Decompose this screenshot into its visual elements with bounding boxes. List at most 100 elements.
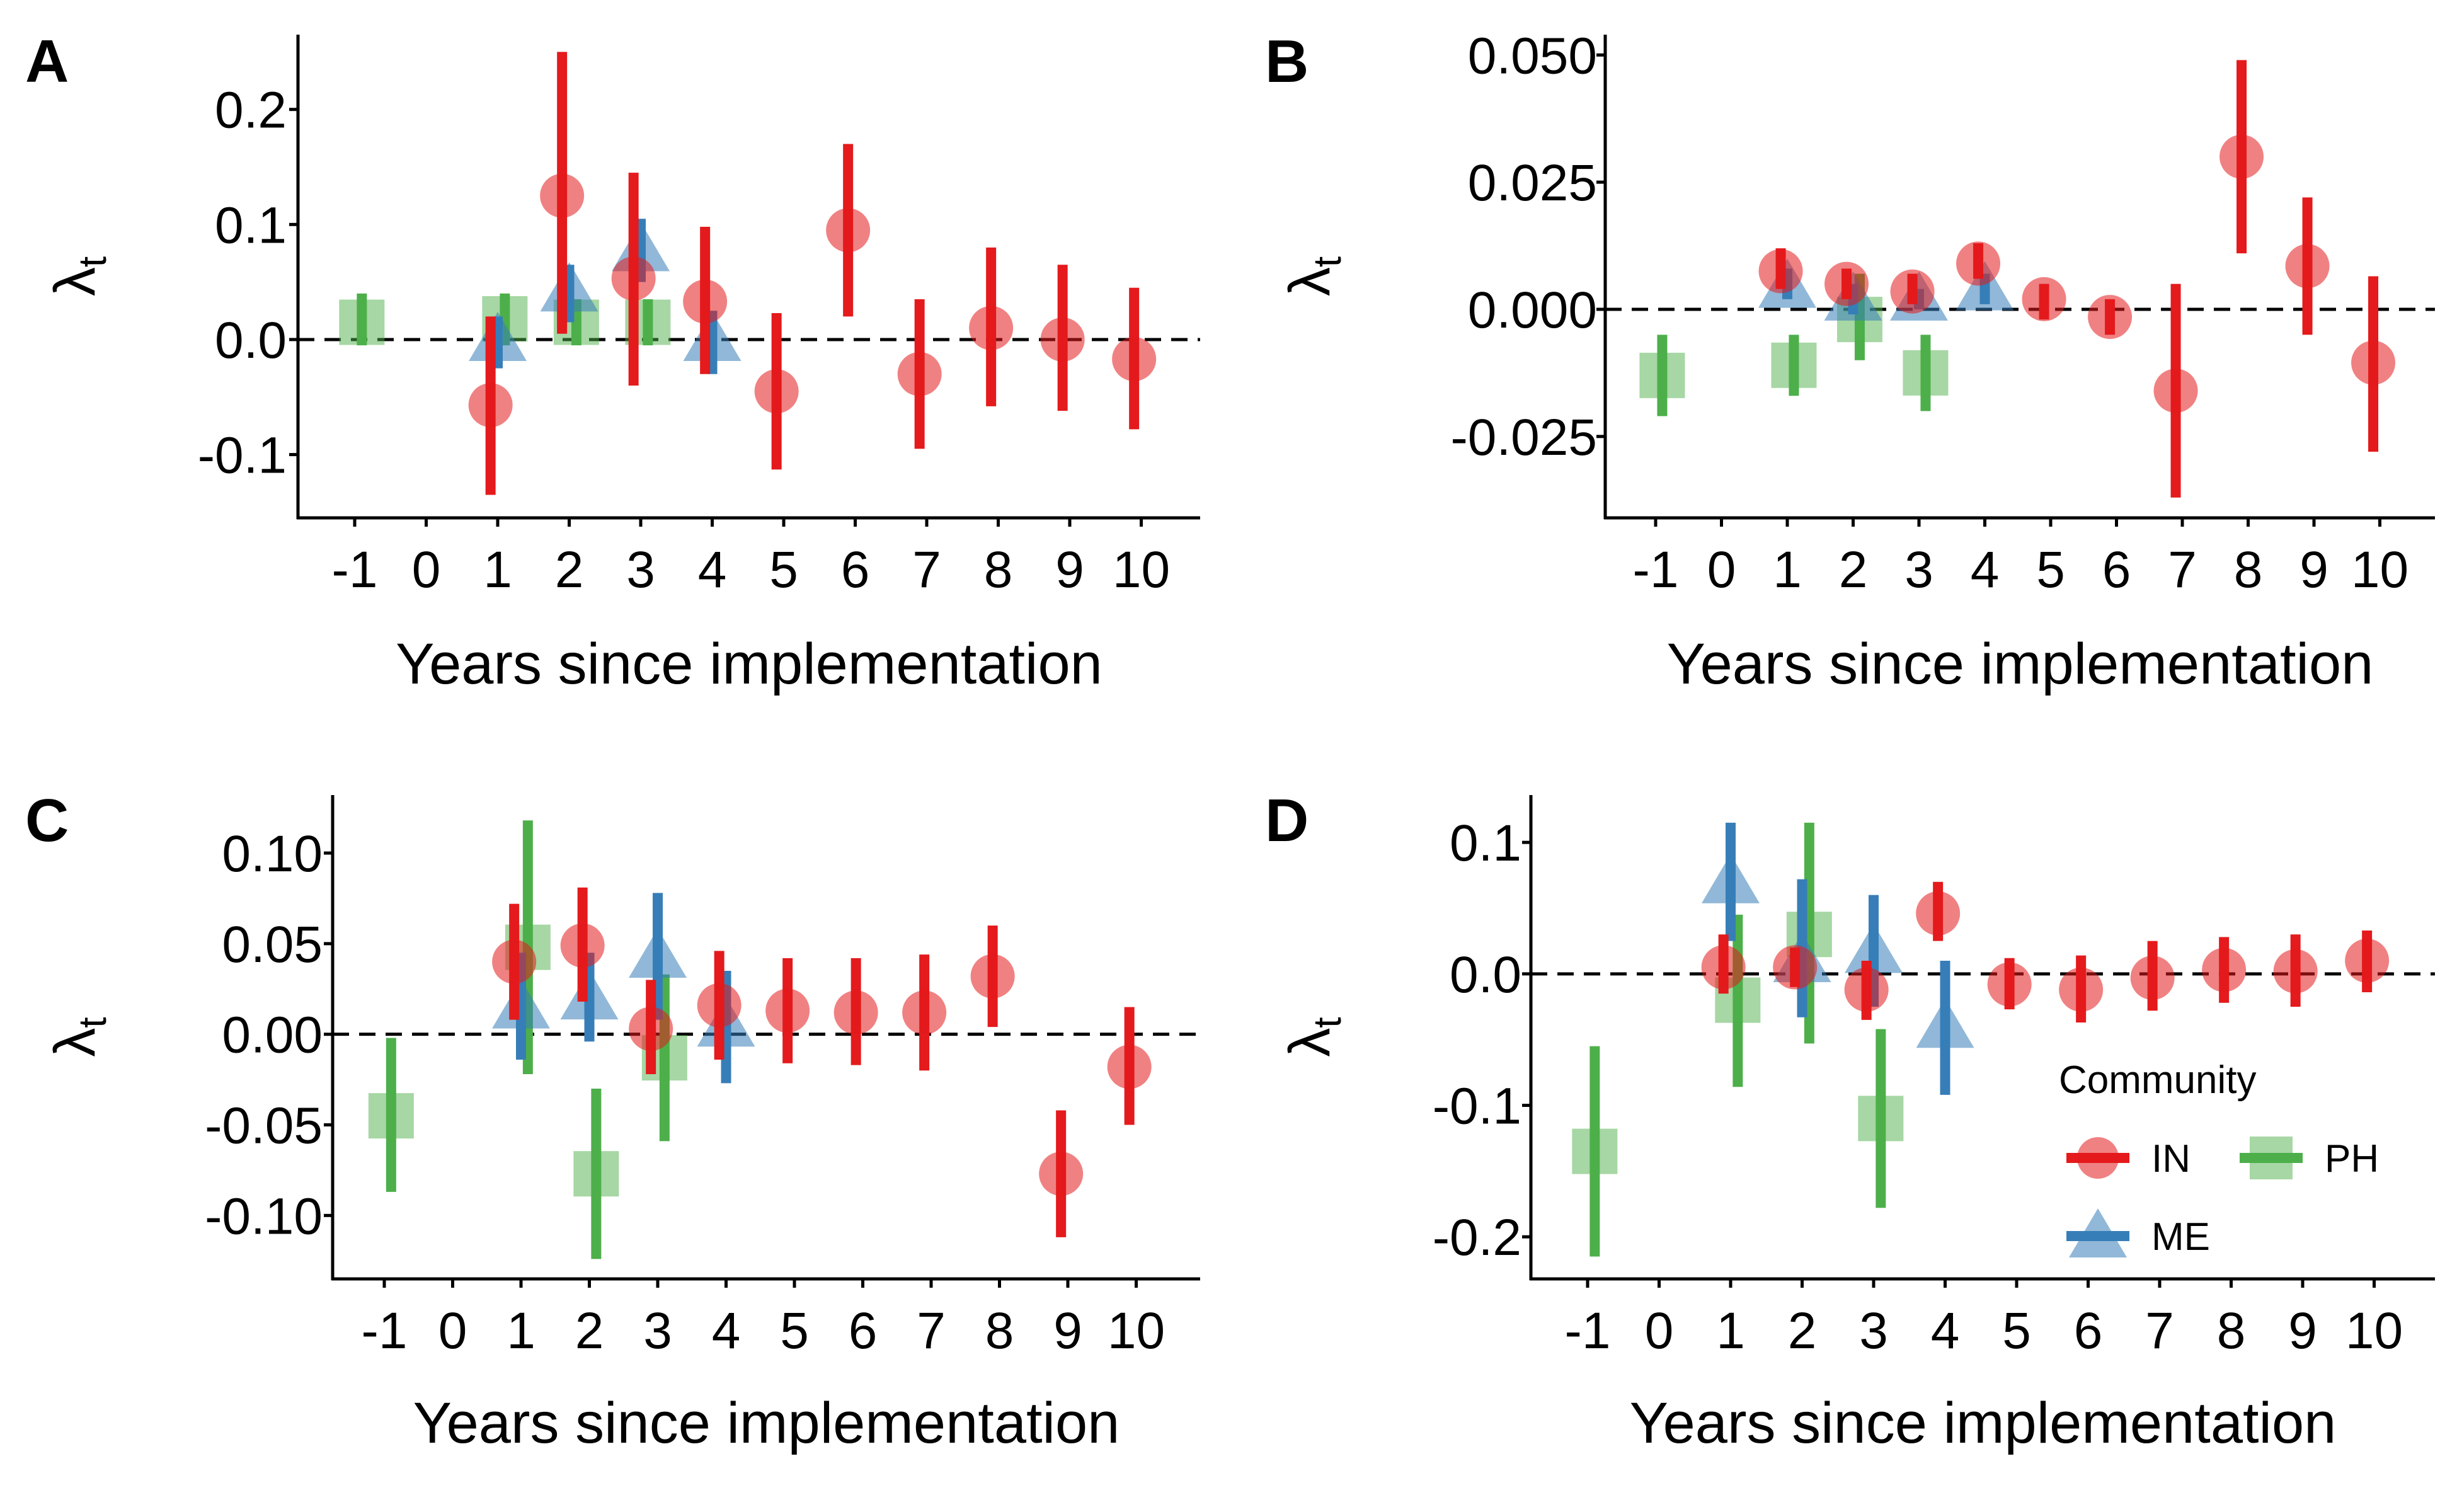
data-point: [826, 208, 871, 253]
x-tick-label: 8: [984, 541, 1013, 598]
legend-item-in: IN: [2066, 1137, 2191, 1181]
y-tick-label: -0.2: [1433, 1209, 1521, 1266]
y-tick-label: 0.10: [222, 825, 323, 883]
data-point: [368, 1093, 414, 1139]
panel-letter: C: [25, 787, 69, 854]
x-tick-label: 6: [841, 541, 870, 598]
x-tick-label: 7: [912, 541, 941, 598]
x-tick-label: 9: [1055, 541, 1084, 598]
legend-label: IN: [2151, 1137, 2191, 1181]
x-tick-label: 0: [1645, 1302, 1674, 1360]
y-axis-title: λt: [43, 1017, 115, 1057]
x-tick-label: 5: [2002, 1302, 2031, 1360]
legend-key-marker: [2250, 1137, 2293, 1179]
data-point: [1112, 336, 1157, 381]
data-point: [1572, 1128, 1618, 1174]
data-point: [540, 173, 585, 218]
data-point: [2059, 967, 2104, 1012]
y-tick-label: 0.050: [1468, 27, 1597, 84]
data-point: [1903, 350, 1949, 396]
data-point: [1858, 1096, 1904, 1142]
y-tick-label: -0.10: [205, 1188, 323, 1245]
data-point: [1890, 269, 1935, 314]
data-point: [540, 262, 598, 312]
x-tick-label: 7: [2168, 541, 2197, 598]
x-tick-label: 2: [555, 541, 584, 598]
legend-label: ME: [2151, 1215, 2210, 1259]
y-tick-label: -0.05: [205, 1097, 323, 1155]
x-tick-label: 8: [2217, 1302, 2246, 1360]
data-point: [1702, 854, 1760, 903]
data-point: [902, 990, 947, 1035]
data-point: [1844, 967, 1889, 1012]
y-axis-title: λt: [43, 256, 115, 296]
data-point: [2285, 244, 2330, 289]
x-tick-label: 4: [712, 1302, 741, 1360]
data-point: [1987, 962, 2032, 1007]
x-tick-label: 2: [1839, 541, 1868, 598]
data-point: [2219, 134, 2264, 179]
y-tick-label: -0.025: [1450, 409, 1597, 466]
data-point: [1771, 342, 1817, 388]
x-tick-label: 3: [626, 541, 655, 598]
series-in: [1758, 60, 2396, 498]
panel-c: C 0.10 0.05 0.00 -0.05 -0.10 -1 0 1 2 3 4 5 6 7 8 9 10 Yea…: [25, 787, 1200, 1455]
x-tick-label: 10: [1108, 1302, 1165, 1360]
x-tick-label: 9: [2300, 541, 2328, 598]
legend: Community IN PH ME: [2059, 1058, 2379, 1259]
x-tick-label: 6: [2074, 1302, 2103, 1360]
data-point: [2351, 340, 2396, 385]
data-point: [1956, 241, 2001, 286]
x-tick-label: 5: [2036, 541, 2065, 598]
x-tick-label: 7: [2145, 1302, 2174, 1360]
x-tick-label: 5: [780, 1302, 809, 1360]
data-point: [2130, 956, 2175, 1000]
data-point: [697, 983, 742, 1028]
x-tick-label: 1: [507, 1302, 536, 1360]
x-tick-label: 7: [917, 1302, 946, 1360]
x-tick-label: 8: [985, 1302, 1014, 1360]
data-point: [2022, 277, 2066, 321]
y-tick-label: 0.0: [1450, 946, 1521, 1004]
data-point: [1639, 352, 1685, 398]
x-axis-title: Years since implementation: [1667, 632, 2374, 696]
x-tick-label: 10: [2345, 1302, 2403, 1360]
y-tick-label: 0.000: [1468, 282, 1597, 339]
data-point: [468, 383, 513, 428]
data-point: [1758, 249, 1803, 294]
x-tick-label: 2: [1788, 1302, 1817, 1360]
x-tick-label: 4: [698, 541, 727, 598]
x-axis-title: Years since implementation: [413, 1391, 1120, 1455]
x-tick-label: 9: [2288, 1302, 2317, 1360]
x-tick-label: -1: [1565, 1302, 1611, 1360]
legend-key-marker: [2077, 1137, 2119, 1179]
data-point: [339, 299, 385, 345]
panel-letter: A: [25, 28, 69, 95]
data-point: [469, 311, 527, 361]
panel-letter: B: [1265, 28, 1309, 95]
data-point: [2202, 948, 2247, 992]
x-tick-label: 4: [1931, 1302, 1960, 1360]
data-point: [492, 939, 537, 984]
data-point: [1701, 945, 1746, 990]
x-tick-label: 3: [1904, 541, 1933, 598]
panel-letter: D: [1265, 787, 1309, 854]
data-point: [969, 306, 1014, 350]
data-point: [897, 352, 942, 396]
x-tick-label: 0: [1707, 541, 1736, 598]
data-point: [1916, 891, 1961, 936]
y-tick-label: 0.05: [222, 916, 323, 973]
x-tick-label: 2: [575, 1302, 604, 1360]
y-tick-label: -0.1: [1433, 1078, 1521, 1135]
x-tick-label: 0: [412, 541, 441, 598]
data-point: [683, 311, 742, 361]
data-point: [560, 923, 605, 968]
y-tick-label: 0.00: [222, 1007, 323, 1064]
data-point: [1039, 1152, 1084, 1196]
data-point: [833, 990, 878, 1035]
x-tick-label: -1: [362, 1302, 408, 1360]
data-point: [629, 1007, 673, 1051]
